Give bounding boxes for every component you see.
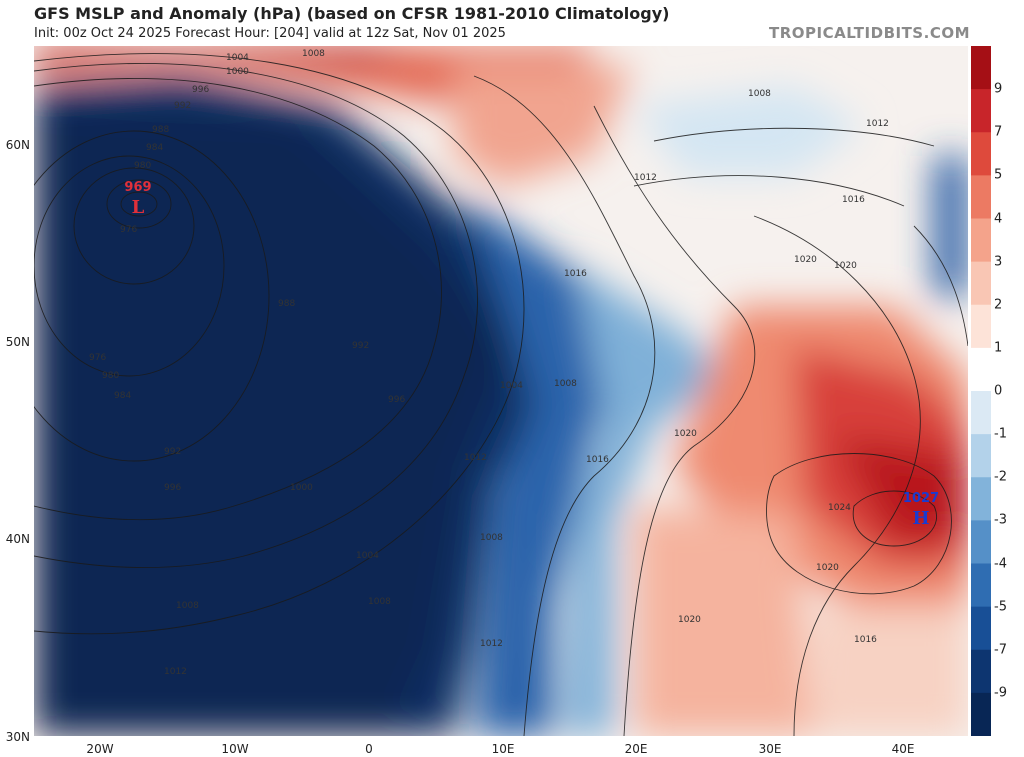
colorbar-tick-label: 0 [994, 383, 1003, 399]
isobar-label: 1012 [464, 453, 487, 463]
isobar-label: 1008 [302, 49, 325, 59]
colorbar-swatch [971, 89, 991, 133]
lon-label-40e: 40E [891, 742, 915, 756]
colorbar-swatch [971, 563, 991, 608]
isobar-label: 1004 [500, 381, 523, 391]
isobar-label: 1020 [834, 261, 857, 271]
high-value: 1027 [903, 491, 939, 506]
lon-label-10w: 10W [221, 742, 249, 756]
colorbar-tick-label: -2 [994, 469, 1007, 485]
lat-label-60n: 60N [5, 138, 30, 152]
colorbar-tick-label: 2 [994, 297, 1003, 313]
colorbar-tick-label: 5 [994, 167, 1003, 183]
isobar-label: 1020 [794, 255, 817, 265]
anomaly-shading [34, 46, 968, 736]
map-canvas: 1004 1000 996 992 988 984 980 976 1008 1… [34, 46, 968, 736]
low-value: 969 [124, 180, 151, 195]
anomaly-colorbar [971, 46, 991, 737]
isobar-label: 1016 [586, 455, 609, 465]
colorbar-swatch [971, 692, 991, 737]
isobar-label: 1004 [356, 551, 379, 561]
isobar-label: 992 [174, 101, 191, 111]
lon-label-0: 0 [365, 742, 373, 756]
isobar-label: 1000 [226, 67, 249, 77]
isobar-label: 1004 [226, 53, 249, 63]
lat-label-30n: 30N [5, 730, 30, 744]
isobar-label: 1016 [564, 269, 587, 279]
colorbar-swatch [971, 46, 991, 90]
colorbar-tick-label: -4 [994, 556, 1007, 571]
isobar-label: 1008 [480, 533, 503, 543]
isobar-label: 1020 [816, 563, 839, 573]
isobars [34, 53, 968, 736]
colorbar-swatch [971, 218, 991, 263]
isobar-label: 1016 [854, 635, 877, 645]
colorbar-tick-label: 3 [994, 254, 1003, 270]
colorbar-swatch [971, 132, 991, 176]
lon-label-20w: 20W [86, 742, 114, 756]
colorbar-swatch [971, 434, 991, 478]
low-pressure-center: 969 L [124, 180, 151, 218]
isobar-label: 1008 [748, 89, 771, 99]
colorbar-tick-label: 4 [994, 211, 1003, 226]
colorbar-tick-label: -7 [994, 642, 1007, 658]
isobar-label: 1008 [554, 379, 577, 389]
isobar-label: 1008 [368, 597, 391, 607]
isobar-label: 992 [352, 341, 369, 351]
colorbar-tick-label: -1 [994, 426, 1007, 442]
lon-label-30e: 30E [758, 742, 782, 756]
colorbar-swatch [971, 347, 991, 392]
high-letter: H [912, 508, 929, 529]
isobar-label: 1008 [176, 601, 199, 611]
isobar-label: 984 [146, 143, 163, 153]
isobar-label: 976 [89, 353, 106, 363]
isobar-label: 988 [278, 299, 295, 309]
isobar-label: 996 [164, 483, 181, 493]
colorbar-swatch [971, 175, 991, 219]
lat-label-40n: 40N [5, 532, 30, 546]
colorbar-swatch [971, 520, 991, 564]
header: GFS MSLP and Anomaly (hPa) (based on CFS… [0, 0, 1024, 46]
isobar-label: 980 [134, 161, 151, 171]
high-pressure-center: 1027 H [903, 491, 939, 529]
colorbar-swatch [971, 391, 991, 435]
colorbar-swatch [971, 477, 991, 521]
isobar-label: 976 [120, 225, 137, 235]
isobar-label: 996 [388, 395, 405, 405]
isobar-label: 1012 [480, 639, 503, 649]
colorbar-tick-label: 7 [994, 124, 1003, 140]
isobar-label: 980 [102, 371, 119, 381]
isobar-label: 988 [152, 125, 169, 135]
isobar-label: 1012 [164, 667, 187, 677]
isobar-label: 992 [164, 447, 181, 457]
isobar-label: 1020 [678, 615, 701, 625]
colorbar-tick-label: 9 [994, 81, 1003, 97]
colorbar-tick-label: -9 [994, 685, 1007, 701]
colorbar-swatch [971, 261, 991, 306]
isobar-labels: 1004 1000 996 992 988 984 980 976 1008 1… [89, 49, 889, 677]
isobar-label: 1020 [674, 429, 697, 439]
lon-label-20e: 20E [624, 742, 648, 756]
colorbar-tick-label: -3 [994, 512, 1007, 528]
isobar-label: 1024 [828, 503, 851, 513]
isobar-label: 1000 [290, 483, 313, 493]
colorbar-tick-label: 1 [994, 340, 1003, 356]
colorbar-swatch [971, 606, 991, 651]
isobar-label: 1016 [842, 195, 865, 205]
isobar-label: 1012 [866, 119, 889, 129]
low-letter: L [132, 197, 145, 218]
mslp-anomaly-map: 1004 1000 996 992 988 984 980 976 1008 1… [34, 46, 968, 736]
chart-subtitle: Init: 00z Oct 24 2025 Forecast Hour: [20… [34, 26, 506, 41]
lat-label-50n: 50N [5, 335, 30, 349]
isobar-label: 984 [114, 391, 131, 401]
colorbar-swatches [971, 46, 991, 737]
lon-label-10e: 10E [491, 742, 515, 756]
brand-watermark: TROPICALTIDBITS.COM [769, 24, 970, 42]
colorbar-swatch [971, 304, 991, 349]
chart-title: GFS MSLP and Anomaly (hPa) (based on CFS… [34, 4, 670, 23]
colorbar-tick-label: -5 [994, 599, 1007, 615]
isobar-label: 996 [192, 85, 209, 95]
isobar-label: 1012 [634, 173, 657, 183]
colorbar-swatch [971, 649, 991, 694]
